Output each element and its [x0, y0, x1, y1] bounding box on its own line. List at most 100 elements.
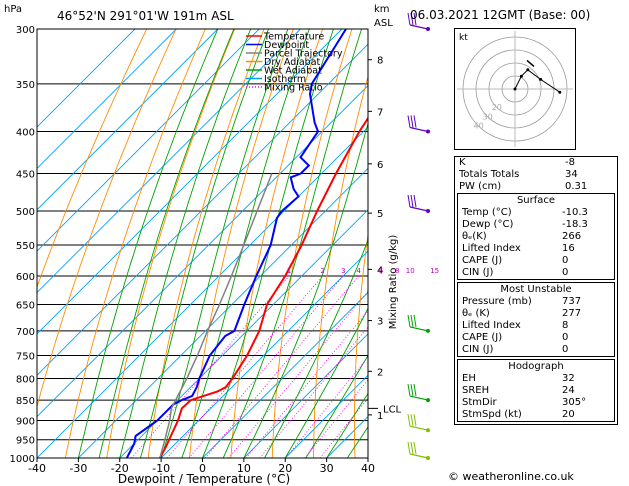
- index-value: 8: [562, 320, 569, 331]
- pressure-tick-label: 500: [16, 207, 35, 218]
- index-value: 34: [565, 169, 578, 180]
- pressure-tick-label: 650: [16, 301, 35, 312]
- legend-label: Mixing Ratio: [264, 83, 323, 94]
- dry-adiabat-line: [230, 29, 324, 458]
- pressure-tick-label: 950: [16, 436, 35, 447]
- index-label: CIN (J): [462, 267, 494, 278]
- x-tick-label: -40: [28, 462, 46, 475]
- mixing-ratio-line: [285, 356, 368, 458]
- wind-barb-flag: [413, 115, 417, 128]
- dry-adiabat-line: [147, 29, 265, 458]
- wet-adiabat-line: [326, 392, 368, 458]
- mixing-ratio-label: 8: [395, 267, 399, 275]
- pressure-tick-label: 300: [16, 25, 35, 36]
- index-label: Lifted Index: [462, 320, 521, 331]
- datetime-title: 06.03.2021 12GMT (Base: 00): [410, 8, 591, 22]
- pressure-tick-label: 600: [16, 272, 35, 283]
- index-row: Lifted Index 8: [458, 320, 614, 332]
- legend-label: Isotherm: [264, 74, 306, 85]
- km-tick-label: 4: [377, 265, 383, 276]
- isotherm-line: [284, 374, 368, 458]
- legend-label: Dewpoint: [264, 40, 309, 51]
- x-tick-label: 20: [278, 462, 292, 475]
- wet-adiabat-line: [305, 354, 368, 458]
- pressure-tick-label: 1000: [10, 454, 35, 465]
- isotherm-line: [367, 457, 368, 458]
- wind-barb-flag: [407, 115, 411, 128]
- index-label: CIN (J): [462, 344, 494, 355]
- wind-barb-flag: [407, 314, 411, 327]
- storm-motion-marker: [526, 59, 535, 67]
- wind-barb-flag: [410, 115, 414, 128]
- index-label: PW (cm): [459, 181, 502, 192]
- index-row: Dewp (°C) -18.3: [458, 219, 614, 231]
- index-label: Totals Totals: [459, 169, 520, 180]
- x-tick-label: 0: [199, 462, 206, 475]
- km-label: km: [374, 4, 390, 15]
- index-label: CAPE (J): [462, 332, 503, 343]
- legend-label: Temperature: [263, 32, 324, 43]
- footer-credit: © weatheronline.co.uk: [448, 470, 574, 483]
- wind-barb-shaft: [409, 395, 429, 401]
- index-label: SREH: [462, 385, 490, 396]
- dry-adiabat-line: [189, 29, 294, 458]
- dry-adiabat-line: [354, 231, 368, 458]
- index-row: EH 32: [458, 373, 614, 385]
- hodograph-title: Hodograph: [508, 361, 564, 372]
- pressure-tick-label: 450: [16, 169, 35, 180]
- wind-barb-flag: [413, 384, 417, 397]
- mixing-ratio-label: 3: [341, 267, 345, 275]
- dry-adiabat-line: [271, 29, 353, 458]
- index-value: -10.3: [562, 207, 588, 218]
- mixing-ratio-label: 6: [379, 267, 384, 275]
- index-value: 0: [562, 332, 569, 343]
- isotherm-line: [37, 29, 301, 294]
- index-value: 20: [562, 409, 575, 420]
- dry-adiabat-line: [106, 29, 236, 458]
- mixing-ratio-label: 2: [320, 267, 324, 275]
- pressure-tick-label: 850: [16, 396, 35, 407]
- index-value: 0: [562, 267, 569, 278]
- location-title: 46°52'N 291°01'W 191m ASL: [57, 9, 234, 23]
- index-row: Lifted Index 16: [458, 243, 614, 255]
- hodograph-ring-label: 40: [474, 121, 484, 130]
- wind-barb-flag: [413, 414, 417, 427]
- asl-label: ASL: [374, 18, 393, 29]
- isotherm-line: [37, 29, 177, 170]
- mixing-ratio-label: 10: [406, 267, 415, 275]
- indices-panel: K -8 Totals Totals 34 PW (cm) 0.31 Surface Te…: [454, 156, 618, 425]
- index-row: Temp (°C) -10.3: [458, 207, 614, 219]
- x-tick-label: 40: [361, 462, 375, 475]
- wind-barb-flag: [410, 12, 414, 26]
- index-value: -18.3: [562, 219, 588, 230]
- wind-barb-shaft: [409, 453, 429, 459]
- index-label: Lifted Index: [462, 243, 521, 254]
- wind-barb-flag: [413, 12, 417, 26]
- index-row: CIN (J) 0: [458, 344, 614, 356]
- index-row: CIN (J) 0: [458, 267, 614, 279]
- index-row: Totals Totals 34: [455, 169, 617, 181]
- temperature-line: [159, 116, 368, 458]
- mixing-ratio-line: [131, 275, 290, 458]
- dewpoint-line: [125, 29, 347, 458]
- parcel-trajectory-line: [159, 173, 273, 458]
- wind-barb-flag: [407, 194, 411, 208]
- wet-adiabat-line: [202, 29, 334, 458]
- pressure-tick-label: 700: [16, 327, 35, 338]
- pressure-tick-label: 750: [16, 351, 35, 362]
- wind-barb-shaft: [409, 206, 429, 212]
- wind-barb-flag: [413, 441, 417, 455]
- km-tick-label: 8: [377, 56, 383, 67]
- index-label: Pressure (mb): [462, 296, 532, 307]
- pressure-tick-label: 400: [16, 128, 35, 139]
- wind-barb-flag: [407, 12, 411, 26]
- index-row: StmDir 305°: [458, 397, 614, 409]
- legend-label: Parcel Trajectory: [264, 49, 343, 60]
- index-value: 24: [562, 385, 575, 396]
- hodograph-ring-label: 30: [483, 112, 493, 121]
- hodograph-point: [526, 68, 530, 72]
- lcl-label: LCL: [383, 404, 402, 415]
- x-tick-label: -10: [152, 462, 170, 475]
